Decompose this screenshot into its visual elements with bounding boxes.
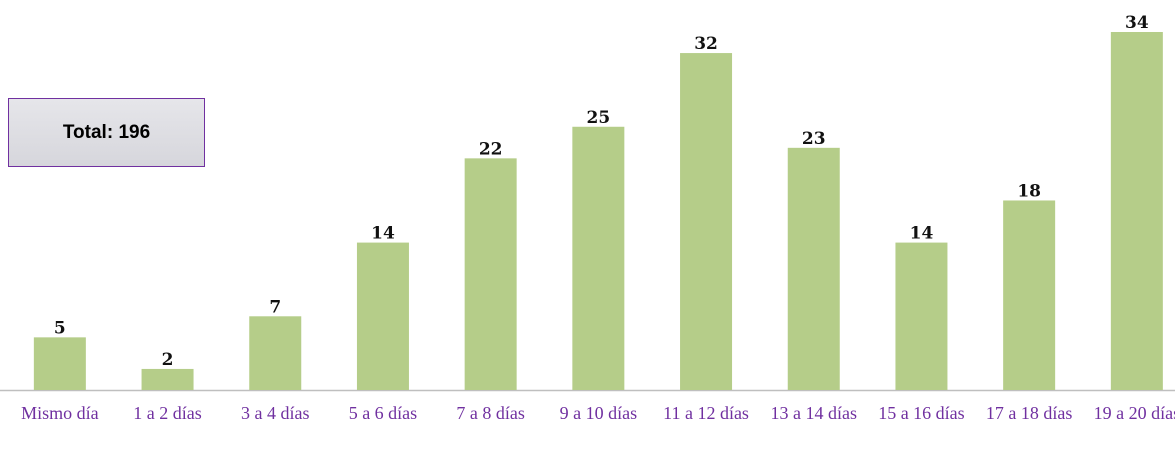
value-label: 18 <box>1017 181 1041 201</box>
value-label: 22 <box>479 139 503 159</box>
bar <box>680 53 733 390</box>
value-label: 14 <box>910 224 934 244</box>
total-box: Total: 196 <box>8 98 205 167</box>
x-tick-label: 19 a 20 días <box>1093 403 1175 423</box>
x-tick-label: 17 a 18 días <box>985 403 1073 423</box>
value-label: 2 <box>162 350 174 370</box>
bar <box>249 316 302 390</box>
bar <box>572 126 625 390</box>
x-tick-label: 3 a 4 días <box>241 403 310 423</box>
value-label: 32 <box>694 34 718 54</box>
x-tick-label: 9 a 10 días <box>559 403 638 423</box>
value-label: 34 <box>1125 13 1149 33</box>
bar <box>33 337 86 390</box>
bar <box>895 242 948 390</box>
value-label: 23 <box>802 129 826 149</box>
bar <box>464 158 517 390</box>
bar <box>356 242 409 390</box>
value-label: 7 <box>269 297 281 317</box>
x-tick-label: 5 a 6 días <box>348 403 418 423</box>
x-tick-label: 15 a 16 días <box>878 403 965 423</box>
value-label: 25 <box>587 108 611 128</box>
value-label: 5 <box>54 318 66 338</box>
bar <box>1003 200 1056 390</box>
bar <box>787 147 840 390</box>
x-tick-label: 7 a 8 días <box>456 403 525 423</box>
bar <box>1110 32 1163 390</box>
x-tick-label: Mismo día <box>21 403 99 423</box>
x-tick-label: 13 a 14 días <box>770 403 857 423</box>
bar <box>141 368 194 390</box>
value-label: 14 <box>371 224 395 244</box>
x-tick-label: 11 a 12 días <box>663 403 749 423</box>
x-tick-label: 1 a 2 días <box>133 403 202 423</box>
